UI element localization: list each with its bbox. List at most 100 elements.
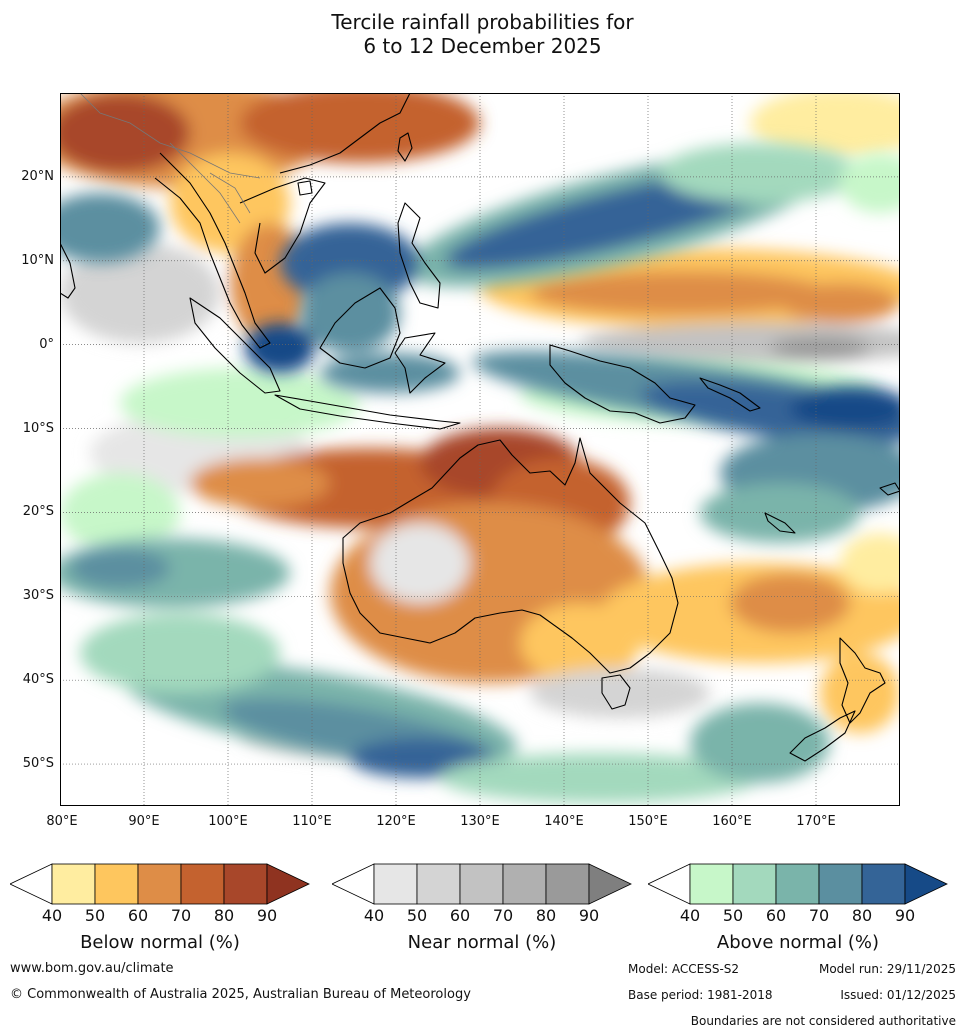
tasmania-coastline xyxy=(601,674,631,710)
colorbar-min-extend xyxy=(9,863,53,905)
colorbar-swatch xyxy=(51,863,96,905)
tick-label: 60 xyxy=(449,906,471,925)
tick-label: 90 xyxy=(256,906,278,925)
map-title: Tercile rainfall probabilities for 6 to … xyxy=(0,10,965,58)
longitude-label: 140°E xyxy=(544,814,584,829)
colorbar-below-swatches xyxy=(9,863,310,905)
tick-label: 80 xyxy=(851,906,873,925)
india-coastline xyxy=(60,242,76,299)
longitude-label: 90°E xyxy=(128,814,160,829)
colorbar-min-extend xyxy=(331,863,375,905)
latitude-label: 50°S xyxy=(22,756,54,772)
tick-label: 40 xyxy=(41,906,63,925)
new-caledonia-coastline xyxy=(764,512,796,534)
borders xyxy=(79,93,261,224)
colorbar-swatch xyxy=(373,863,418,905)
longitude-label: 160°E xyxy=(712,814,752,829)
tick-label: 50 xyxy=(84,906,106,925)
java-coastline xyxy=(274,394,461,430)
indochina-coastline xyxy=(154,152,271,349)
colorbar-swatch xyxy=(689,863,734,905)
colorbar-swatch xyxy=(94,863,139,905)
graticule xyxy=(60,93,900,806)
philippines-coastline xyxy=(397,202,441,309)
tick-label: 90 xyxy=(894,906,916,925)
new-guinea-coastline xyxy=(549,344,696,424)
colorbar-above-normal: 40 50 60 70 80 90 Above normal (%) xyxy=(647,862,948,953)
colorbar-swatch xyxy=(416,863,461,905)
taiwan-coastline xyxy=(397,132,413,162)
colorbar-swatch xyxy=(223,863,268,905)
latitude-label: 10°N xyxy=(21,252,54,268)
longitude-label: 170°E xyxy=(796,814,836,829)
map-frame xyxy=(60,93,900,806)
colorbar-above-caption: Above normal (%) xyxy=(716,932,880,953)
tick-label: 70 xyxy=(492,906,514,925)
latitude-label: 20°N xyxy=(21,168,54,184)
model-run-text: Model run: 29/11/2025 xyxy=(818,962,956,976)
colorbar-swatch xyxy=(180,863,225,905)
colorbar-near-caption: Near normal (%) xyxy=(407,932,557,953)
latitude-label: 0° xyxy=(39,336,54,352)
disclaimer-text: Boundaries are not considered authoritat… xyxy=(690,1014,956,1028)
nz-north-island-coastline xyxy=(839,637,886,724)
above-normal-field xyxy=(60,143,900,803)
borneo-coastline xyxy=(319,287,401,369)
bom-url[interactable]: www.bom.gov.au/climate xyxy=(10,961,174,976)
longitude-label: 130°E xyxy=(460,814,500,829)
tick-label: 80 xyxy=(213,906,235,925)
sumatra-coastline xyxy=(189,297,281,394)
tick-label: 70 xyxy=(170,906,192,925)
issued-text: Issued: 01/12/2025 xyxy=(840,988,956,1002)
colorbar-swatch xyxy=(732,863,777,905)
colorbar-max-extend xyxy=(266,863,310,905)
longitude-label: 110°E xyxy=(292,814,332,829)
colorbar-swatch xyxy=(545,863,590,905)
longitude-label: 120°E xyxy=(376,814,416,829)
tick-label: 60 xyxy=(765,906,787,925)
tick-label: 60 xyxy=(127,906,149,925)
sulawesi-coastline xyxy=(394,332,446,394)
hainan-coastline xyxy=(297,180,313,196)
tick-label: 40 xyxy=(679,906,701,925)
longitude-label: 100°E xyxy=(208,814,248,829)
australia-coastline xyxy=(342,437,679,674)
colorbar-above-swatches xyxy=(647,863,948,905)
colorbar-below-caption: Below normal (%) xyxy=(80,932,240,953)
title-line-1: Tercile rainfall probabilities for xyxy=(331,10,634,34)
tick-label: 50 xyxy=(406,906,428,925)
latitude-label: 40°S xyxy=(22,672,54,688)
copyright-text: © Commonwealth of Australia 2025, Austra… xyxy=(10,987,471,1002)
fiji-coastline xyxy=(879,482,900,496)
colorbar-swatch xyxy=(775,863,820,905)
solomon-islands-coastline xyxy=(699,377,761,412)
probability-map xyxy=(60,93,900,806)
longitude-label: 80°E xyxy=(46,814,78,829)
latitude-label: 20°S xyxy=(22,504,54,520)
china-coastline xyxy=(279,93,411,174)
nz-south-island-coastline xyxy=(789,710,856,762)
colorbar-min-extend xyxy=(647,863,691,905)
colorbar-swatch xyxy=(502,863,547,905)
colorbar-max-extend xyxy=(588,863,632,905)
colorbar-swatch xyxy=(861,863,906,905)
tick-label: 70 xyxy=(808,906,830,925)
tick-label: 40 xyxy=(363,906,385,925)
latitude-label: 30°S xyxy=(22,588,54,604)
colorbar-swatch xyxy=(459,863,504,905)
coastlines xyxy=(60,93,900,762)
tick-label: 50 xyxy=(722,906,744,925)
colorbar-below-normal: 40 50 60 70 80 90 Below normal (%) xyxy=(9,862,310,953)
title-line-2: 6 to 12 December 2025 xyxy=(363,34,602,58)
tick-label: 90 xyxy=(578,906,600,925)
colorbar-near-swatches xyxy=(331,863,632,905)
longitude-label: 150°E xyxy=(628,814,668,829)
colorbar-swatch xyxy=(818,863,863,905)
colorbar-swatch xyxy=(137,863,182,905)
latitude-label: 10°S xyxy=(22,420,54,436)
colorbar-max-extend xyxy=(904,863,948,905)
tick-label: 80 xyxy=(535,906,557,925)
map-canvas xyxy=(60,93,900,806)
colorbar-near-normal: 40 50 60 70 80 90 Near normal (%) xyxy=(331,862,632,953)
model-text: Model: ACCESS-S2 xyxy=(628,962,740,976)
